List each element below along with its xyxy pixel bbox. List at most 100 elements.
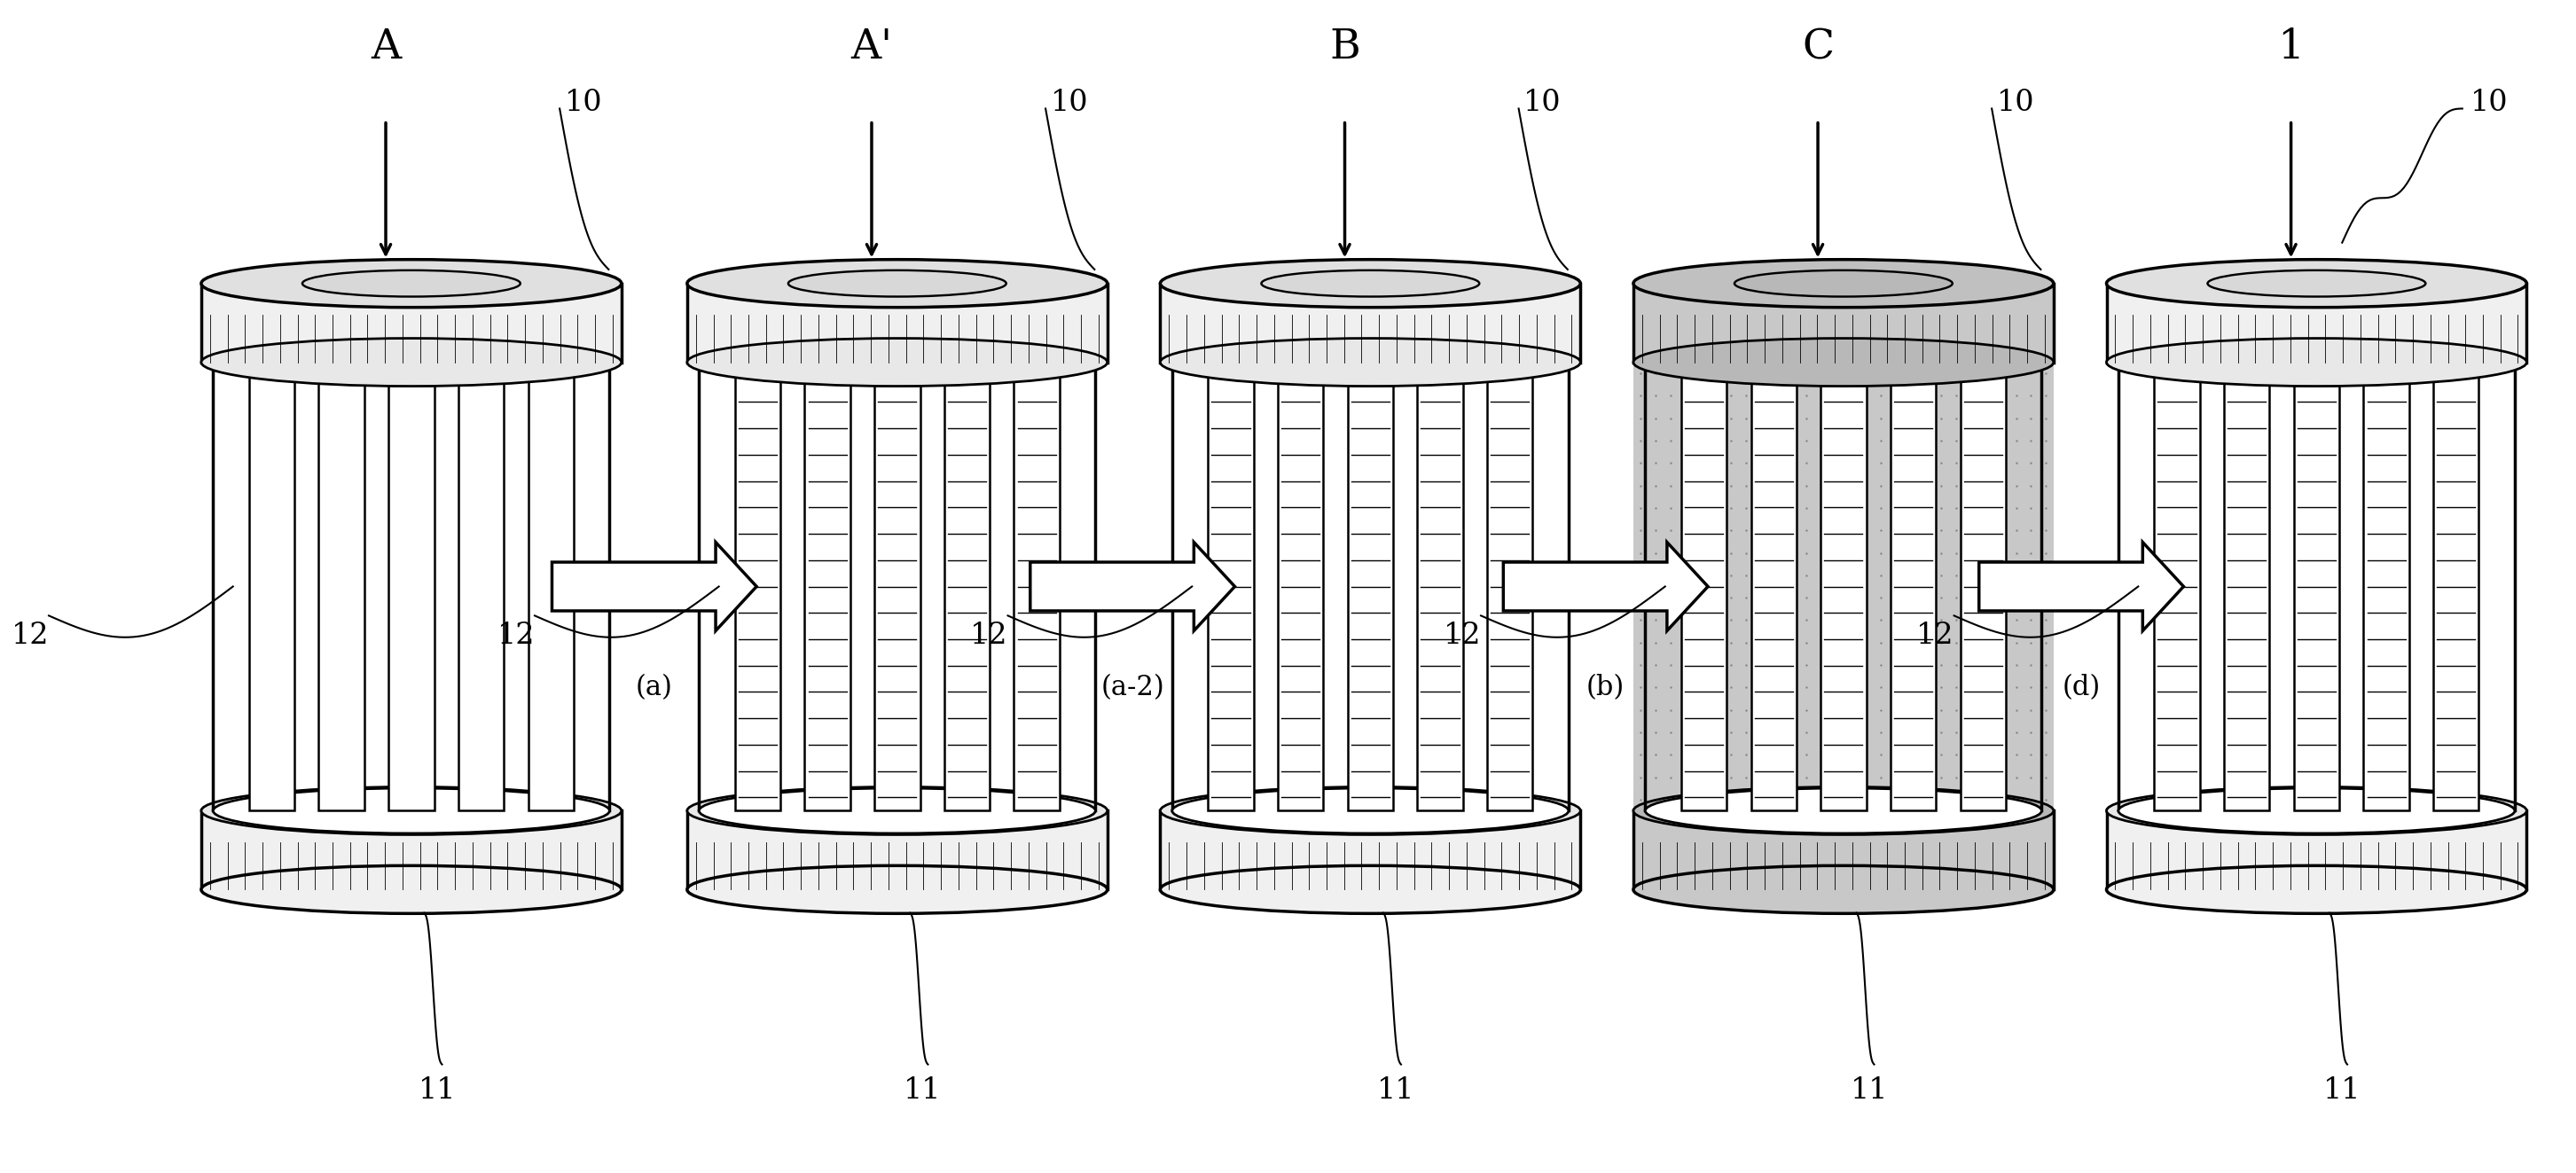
Text: 11: 11	[2324, 1076, 2362, 1105]
Polygon shape	[551, 542, 757, 631]
Bar	[1159, 811, 1582, 889]
Text: 12: 12	[10, 622, 49, 650]
Bar	[201, 284, 621, 362]
Ellipse shape	[201, 787, 621, 835]
Bar	[2293, 362, 2339, 811]
Ellipse shape	[201, 866, 621, 914]
Bar	[201, 811, 621, 889]
Bar	[1278, 362, 1324, 811]
Bar	[945, 362, 989, 811]
Bar	[1960, 362, 2007, 811]
Bar	[1159, 284, 1582, 362]
Ellipse shape	[2107, 259, 2527, 307]
Bar	[1752, 362, 1795, 811]
Ellipse shape	[1734, 270, 1953, 297]
Bar	[873, 362, 920, 811]
Ellipse shape	[2117, 340, 2514, 385]
Ellipse shape	[1646, 788, 2043, 833]
Text: 10: 10	[1996, 89, 2035, 117]
Ellipse shape	[1172, 788, 1569, 833]
Ellipse shape	[688, 259, 1108, 307]
Ellipse shape	[1633, 259, 2053, 307]
Bar	[1347, 362, 1394, 811]
Ellipse shape	[1159, 338, 1582, 386]
Text: 12: 12	[497, 622, 536, 650]
Bar	[734, 362, 781, 811]
Ellipse shape	[688, 338, 1108, 386]
Text: 11: 11	[1850, 1076, 1888, 1105]
Ellipse shape	[214, 340, 611, 385]
Bar	[2154, 362, 2200, 811]
Bar	[250, 362, 294, 811]
Ellipse shape	[1633, 866, 2053, 914]
Bar	[389, 362, 435, 811]
Bar	[459, 362, 505, 811]
Ellipse shape	[214, 788, 611, 833]
Bar	[1821, 362, 1865, 811]
Bar	[2107, 284, 2527, 362]
Ellipse shape	[1646, 340, 2043, 385]
Ellipse shape	[2107, 787, 2527, 835]
Bar	[1891, 362, 1937, 811]
Polygon shape	[1978, 542, 2184, 631]
Text: 10: 10	[564, 89, 603, 117]
Ellipse shape	[1159, 787, 1582, 835]
Ellipse shape	[688, 787, 1108, 835]
Ellipse shape	[1159, 259, 1582, 307]
Text: 12: 12	[1443, 622, 1481, 650]
Text: 11: 11	[904, 1076, 943, 1105]
Text: 12: 12	[971, 622, 1007, 650]
Text: 10: 10	[2470, 89, 2509, 117]
Bar	[1633, 284, 2053, 362]
Ellipse shape	[1172, 340, 1569, 385]
Bar	[2107, 811, 2527, 889]
Ellipse shape	[2117, 788, 2514, 833]
Ellipse shape	[2107, 338, 2527, 386]
Polygon shape	[1030, 542, 1234, 631]
Text: C: C	[1801, 28, 1834, 68]
Ellipse shape	[201, 338, 621, 386]
Bar	[2365, 362, 2409, 811]
Bar	[688, 811, 1108, 889]
Text: 12: 12	[1917, 622, 1955, 650]
Bar	[1633, 811, 2053, 889]
Polygon shape	[1504, 542, 1708, 631]
Ellipse shape	[1633, 338, 2053, 386]
Bar	[2223, 362, 2269, 811]
Ellipse shape	[2208, 270, 2427, 297]
Text: 10: 10	[1051, 89, 1090, 117]
Bar	[1208, 362, 1255, 811]
Bar	[1633, 362, 2053, 811]
Ellipse shape	[1262, 270, 1479, 297]
Text: 11: 11	[1378, 1076, 1414, 1105]
Bar	[1633, 811, 2053, 889]
Bar	[804, 362, 850, 811]
Text: (d): (d)	[2063, 674, 2099, 701]
Ellipse shape	[301, 270, 520, 297]
Text: (a-2): (a-2)	[1100, 674, 1164, 701]
Ellipse shape	[698, 788, 1095, 833]
Text: (a): (a)	[636, 674, 672, 701]
Ellipse shape	[698, 340, 1095, 385]
Text: A: A	[371, 28, 402, 68]
Ellipse shape	[201, 259, 621, 307]
Ellipse shape	[2107, 866, 2527, 914]
Bar	[319, 362, 363, 811]
Ellipse shape	[1159, 866, 1582, 914]
Bar	[1682, 362, 1726, 811]
Text: 10: 10	[1525, 89, 1561, 117]
Bar	[1633, 284, 2053, 362]
Text: A': A'	[850, 28, 891, 68]
Ellipse shape	[688, 866, 1108, 914]
Text: B: B	[1329, 28, 1360, 68]
Text: 1: 1	[2277, 28, 2306, 68]
Bar	[1015, 362, 1059, 811]
Bar	[2434, 362, 2478, 811]
Bar	[1486, 362, 1533, 811]
Ellipse shape	[788, 270, 1007, 297]
Bar	[528, 362, 574, 811]
Text: 11: 11	[417, 1076, 456, 1105]
Text: (b): (b)	[1587, 674, 1625, 701]
Ellipse shape	[1633, 787, 2053, 835]
Bar	[1417, 362, 1463, 811]
